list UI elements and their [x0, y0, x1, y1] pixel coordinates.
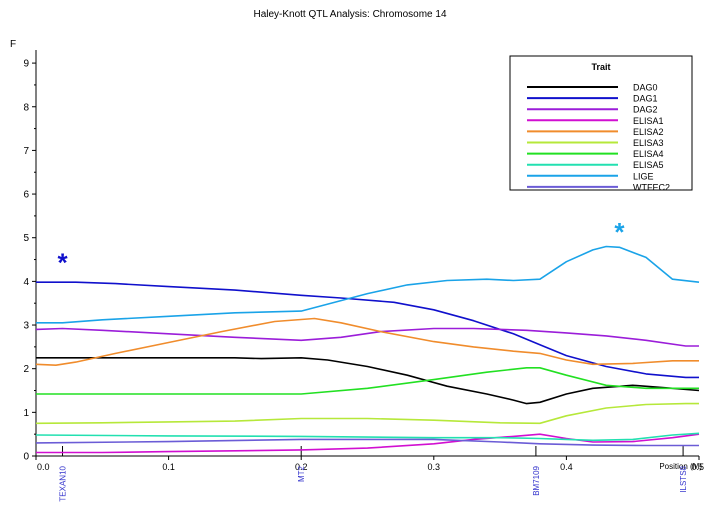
marker-label: BM7109	[532, 465, 541, 495]
series-line-lige	[36, 245, 700, 324]
series-line-dag2	[35, 327, 699, 347]
series-line-elisa5	[35, 432, 700, 442]
chart-title: Haley-Knott QTL Analysis: Chromosome 14	[253, 9, 446, 20]
y-tick-label: 2	[23, 364, 29, 375]
legend-label: DAG1	[633, 94, 658, 104]
x-tick-label: 0.3	[428, 462, 441, 472]
series-line-dag0	[36, 356, 700, 405]
legend-items: DAG0DAG1DAG2ELISA1ELISA2ELISA3ELISA4ELIS…	[527, 83, 670, 192]
significance-asterisk: *	[57, 248, 68, 278]
y-tick-label: 9	[23, 59, 29, 70]
significance-asterisk: *	[614, 217, 625, 247]
legend-label: ELISA5	[633, 160, 664, 170]
series-line-elisa2	[35, 317, 699, 367]
y-tick-label: 5	[23, 233, 29, 244]
legend-label: ELISA1	[633, 116, 664, 126]
y-axis-label: F	[10, 39, 16, 50]
x-tick-label: 0.5	[691, 462, 704, 472]
marker-label: ILSTS8	[679, 465, 688, 492]
x-axis-label: Position (M)	[659, 462, 702, 471]
x-tick-label: 0.2	[295, 462, 308, 472]
legend-label: DAG2	[633, 105, 658, 115]
x-tick-label: 0.1	[162, 462, 175, 472]
series-line-dag1	[36, 281, 699, 379]
series-line-elisa1	[36, 433, 700, 454]
marker-label: TEXAN10	[59, 465, 68, 501]
genetic-markers: TEXAN10 MT2 BM7109 ILSTS8	[59, 446, 688, 502]
y-tick-label: 6	[23, 190, 29, 201]
legend-label: LIGE	[633, 171, 654, 181]
series-line-wtfec2	[35, 438, 699, 447]
y-tick-label: 3	[23, 321, 29, 332]
y-tick-label: 4	[23, 277, 29, 288]
series-line-elisa3	[35, 402, 699, 425]
legend-label: ELISA3	[633, 138, 664, 148]
legend-label: ELISA4	[633, 149, 664, 159]
y-tick-label: 7	[23, 146, 29, 157]
x-tick-label: 0.0	[37, 462, 50, 472]
legend-title: Trait	[591, 62, 610, 72]
legend-label: ELISA2	[633, 127, 664, 137]
y-tick-label: 8	[23, 102, 29, 113]
x-tick-label: 0.4	[560, 462, 573, 472]
legend-box	[509, 55, 693, 191]
marker-label: MT2	[297, 465, 306, 482]
legend-label: WTFEC2	[633, 182, 670, 192]
y-tick-label: 0	[23, 452, 29, 463]
series-lines	[35, 245, 700, 454]
series-line-elisa4	[36, 366, 699, 395]
axes: 0 1 2 3 4 5 6 7 8 9 0.0 0.1 0.2 0.3 0.4 0.5	[23, 50, 704, 472]
annotations: **	[57, 217, 625, 278]
y-tick-label: 1	[23, 408, 29, 419]
legend: Trait DAG0DAG1DAG2ELISA1ELISA2ELISA3ELIS…	[509, 55, 693, 192]
legend-label: DAG0	[633, 83, 658, 93]
